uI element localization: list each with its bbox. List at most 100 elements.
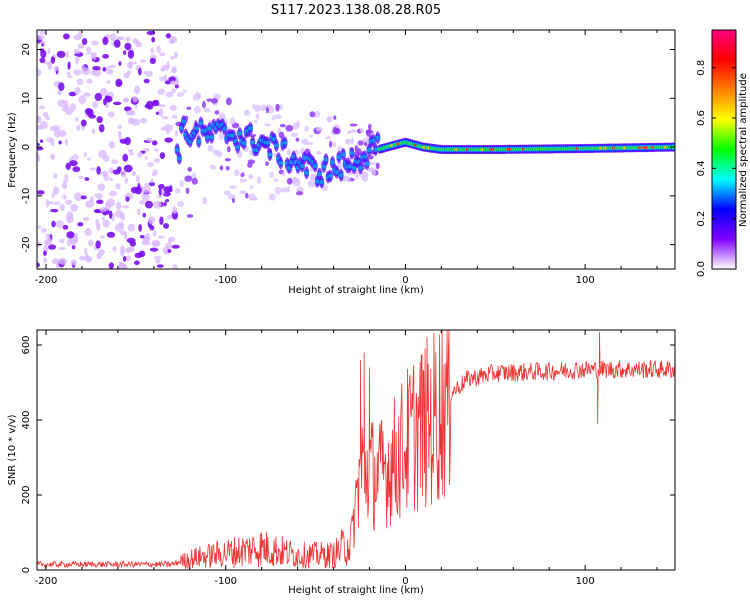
spectrogram-blob [123, 50, 127, 55]
spectrogram-blob [108, 141, 116, 149]
spectrogram-blob [90, 167, 96, 171]
spectrogram-blob [347, 130, 352, 135]
spectrogram-blob [139, 234, 145, 239]
spectrogram-blob [106, 231, 116, 238]
spectrogram-blob [53, 173, 58, 179]
spectrogram-blob [38, 105, 46, 110]
spectrogram-blob [207, 144, 214, 153]
spectrogram-blob [223, 190, 231, 196]
colorbar-frame [711, 29, 737, 270]
colorbar: 0.0 0.2 0.4 0.6 0.8 Normalized spectral ampl… [696, 29, 749, 277]
colorbar-label: Normalized spectral amplitude [738, 73, 749, 227]
spectrogram-blob [166, 127, 170, 135]
spectrogram-blob [102, 36, 109, 46]
spectrogram-blob [255, 113, 260, 120]
spectrogram-blob [58, 140, 62, 145]
spectrogram-blob [316, 126, 323, 132]
spectrogram-blob [39, 57, 46, 63]
spectrogram-blob [37, 115, 42, 124]
spectrogram-blob [100, 87, 108, 97]
spectrogram-blob [129, 240, 137, 247]
spectrogram-blob [43, 61, 52, 65]
spectrogram-blob [118, 61, 122, 66]
spectrogram-blob [81, 64, 85, 72]
spectrogram-blob [135, 42, 143, 48]
spectrogram-blob [74, 86, 81, 96]
spectrogram-blob [134, 104, 138, 109]
spectrogram-blob [124, 42, 132, 51]
spectrogram-blob [122, 97, 130, 103]
spectrogram-blob [110, 33, 117, 42]
spectrogram-blob [68, 160, 78, 167]
spectrogram-blob [142, 193, 150, 202]
spectrogram-blob [74, 117, 79, 122]
spectrogram-band [366, 147, 372, 153]
spectrogram-blob [37, 225, 42, 229]
spectrogram-blob [47, 47, 51, 55]
spectrogram-blob [125, 196, 130, 202]
spectrogram-blob [43, 250, 47, 256]
spectrogram-blob [142, 185, 151, 193]
spectrogram-blob [100, 235, 105, 239]
spectrogram-blob [153, 255, 162, 259]
spectrogram-blob [39, 30, 48, 35]
spectrogram-blob [368, 161, 376, 166]
spectrogram-blob [154, 148, 159, 152]
spectrogram-blob [93, 68, 102, 77]
spectrogram-blob [95, 240, 101, 249]
spectrogram-blob [133, 260, 140, 266]
spectrogram-blob [286, 186, 291, 193]
spectrogram-blob [78, 175, 84, 180]
spectrogram-band [176, 156, 182, 161]
spectrogram-band [267, 152, 273, 157]
spectrogram-band [299, 163, 305, 169]
spectrogram-band [278, 160, 284, 166]
spectrogram-blob [123, 72, 130, 79]
spectrogram-blob [269, 171, 274, 179]
spectrogram-blob [48, 138, 55, 142]
spectrogram-blob [108, 262, 114, 269]
spectrogram-blob [151, 239, 161, 248]
spectrogram-blob [333, 115, 337, 120]
spectrogram-blob [113, 39, 121, 48]
figure-title: S117.2023.138.08.28.R05 [271, 3, 441, 18]
spectrogram-blob [115, 201, 122, 211]
spectrogram-blob [117, 81, 123, 86]
snr-ytick-label: 200 [21, 485, 32, 504]
spectrogram-blob [101, 217, 105, 221]
spectrogram-blob [104, 95, 113, 103]
spectrogram-blob [40, 121, 48, 130]
spectrogram-blob [160, 67, 165, 72]
spectrogram-band [194, 126, 200, 131]
spectrogram-blob [73, 49, 81, 55]
spectrogram-band [375, 135, 381, 140]
spectrogram-blob [325, 118, 332, 122]
spectrogram-blob [156, 195, 163, 199]
spectrogram-blob [285, 124, 294, 132]
spectrogram-blob [118, 132, 122, 141]
spectrogram-blob [45, 199, 50, 208]
spectrogram-band [362, 154, 368, 159]
spectrogram-blob [51, 192, 55, 199]
spectrogram-blob [119, 138, 128, 144]
spectrogram-blob [206, 98, 213, 102]
spectrogram-blob [169, 80, 178, 85]
spectrogram-blob [157, 88, 166, 95]
spectrogram-blob [83, 92, 91, 97]
spectrogram-blob [184, 175, 193, 182]
spectrogram-blob [165, 199, 170, 203]
spectrogram-blob [202, 197, 208, 205]
spectrogram-blob [118, 36, 125, 41]
spectrogram-blob [304, 125, 309, 132]
spectrogram-band [317, 172, 323, 177]
spectrogram-blob [46, 237, 53, 246]
spectrogram-blob [78, 255, 86, 261]
spectrogram-blob [114, 223, 124, 233]
spectrogram-blob [83, 152, 88, 158]
spectrogram-blob [65, 50, 69, 59]
spectrogram-blob [85, 200, 95, 208]
spectrogram-blob [282, 171, 286, 177]
spectrogram-blob [167, 237, 172, 244]
snr-ytick-label: 600 [21, 335, 32, 354]
spectrogram-blob [51, 220, 56, 228]
